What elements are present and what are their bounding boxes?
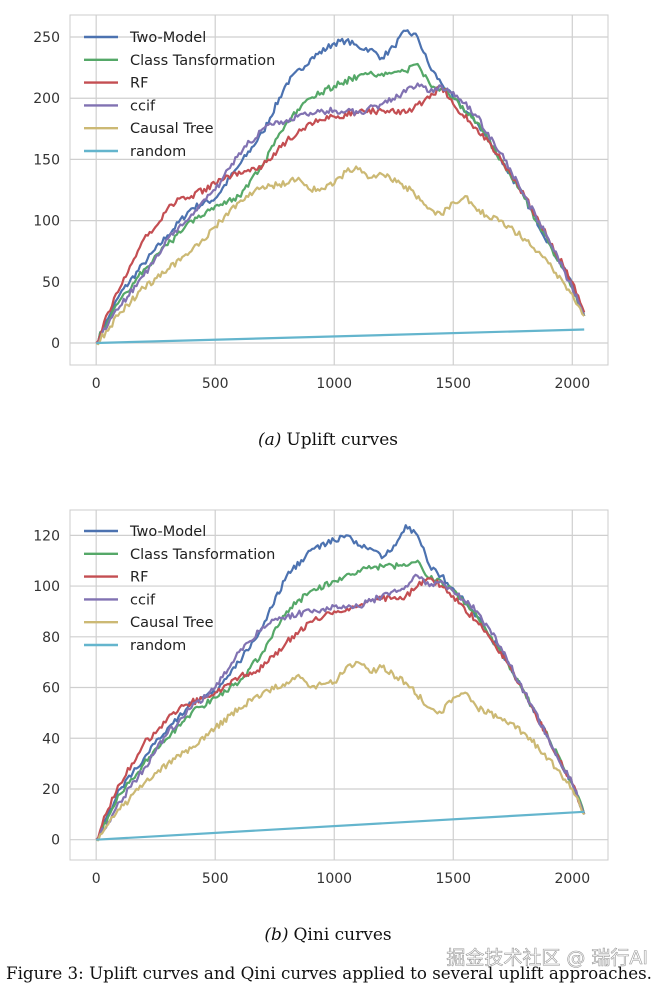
qini-x-tick-label: 1000 [316, 871, 352, 887]
uplift-x-tick-label: 1500 [435, 376, 471, 392]
qini-y-tick-label: 80 [42, 630, 60, 646]
uplift-y-tick-label: 100 [33, 214, 60, 230]
uplift-y-tick-label: 200 [33, 91, 60, 107]
qini-x-tick-label: 0 [92, 871, 101, 887]
qini-chart: 0 500 1000 1500 2000 0 20 40 60 80 100 120 Two-Mod… [33, 509, 609, 887]
qini-legend-label: Class Tansformation [130, 547, 275, 563]
uplift-y-tick-label: 50 [42, 275, 60, 291]
uplift-series-causal-tree [95, 165, 585, 346]
uplift-y-tick-label: 0 [51, 336, 60, 352]
uplift-legend-label: RF [130, 76, 148, 92]
uplift-y-tick-label: 250 [33, 30, 60, 46]
uplift-y-tick-label: 150 [33, 152, 60, 168]
qini-caption: (b) Qini curves [264, 925, 391, 945]
qini-y-tick-label: 60 [42, 681, 60, 697]
figure-caption: Figure 3: Uplift curves and Qini curves … [6, 964, 652, 983]
qini-legend-label: RF [130, 570, 148, 586]
uplift-legend-label: Two-Model [129, 30, 206, 46]
uplift-x-tick-label: 500 [202, 376, 229, 392]
uplift-x-tick-label: 1000 [316, 376, 352, 392]
qini-legend-label: Causal Tree [130, 615, 214, 631]
uplift-legend-label: Class Tansformation [130, 53, 275, 69]
uplift-grid [70, 15, 608, 365]
qini-grid [70, 510, 608, 860]
qini-series-ccif [96, 573, 586, 841]
uplift-caption: (a) Uplift curves [258, 430, 398, 450]
uplift-y-ticks: 0 50 100 150 200 250 [33, 30, 60, 352]
qini-y-tick-label: 0 [51, 833, 60, 849]
qini-x-tick-label: 500 [202, 871, 229, 887]
qini-legend-label: Two-Model [129, 524, 206, 540]
qini-legend-label: ccif [130, 592, 156, 608]
uplift-series-random [96, 328, 585, 345]
uplift-x-tick-label: 0 [92, 376, 101, 392]
uplift-legend-label: random [130, 144, 186, 160]
qini-series-causal-tree [95, 660, 586, 842]
uplift-chart: 0 500 1000 1500 2000 0 50 100 150 200 250 Two-Mod… [33, 14, 609, 392]
uplift-legend: Two-Model Class Tansformation RF ccif Causal… [84, 30, 275, 160]
uplift-series-lines [95, 29, 586, 346]
uplift-series-rf [95, 84, 586, 344]
qini-legend: Two-Model Class Tansformation RF ccif Causal… [84, 524, 275, 654]
qini-y-tick-label: 120 [33, 528, 60, 544]
qini-y-tick-label: 20 [42, 782, 60, 798]
qini-x-tick-label: 2000 [554, 871, 590, 887]
qini-series-random [96, 810, 585, 841]
uplift-legend-label: ccif [130, 98, 156, 114]
qini-x-tick-label: 1500 [435, 871, 471, 887]
uplift-series-ccif [96, 82, 586, 345]
uplift-legend-label: Causal Tree [130, 121, 214, 137]
qini-x-ticks: 0 500 1000 1500 2000 [92, 871, 590, 887]
qini-y-tick-label: 40 [42, 731, 60, 747]
uplift-caption-label: (a) [258, 430, 281, 450]
qini-caption-label: (b) [264, 925, 288, 945]
qini-caption-text: Qini curves [294, 925, 392, 945]
qini-plot-area [69, 509, 609, 861]
watermark-text: 掘金技术社区 @ 瑞行AI [446, 947, 648, 969]
uplift-plot-area [69, 14, 609, 366]
uplift-x-tick-label: 2000 [554, 376, 590, 392]
uplift-x-ticks: 0 500 1000 1500 2000 [92, 376, 590, 392]
qini-series-lines [95, 524, 586, 842]
qini-y-tick-label: 100 [33, 579, 60, 595]
qini-series-rf [95, 577, 586, 841]
uplift-caption-text: Uplift curves [286, 430, 398, 450]
qini-y-ticks: 0 20 40 60 80 100 120 [33, 528, 60, 848]
qini-legend-label: random [130, 638, 186, 654]
